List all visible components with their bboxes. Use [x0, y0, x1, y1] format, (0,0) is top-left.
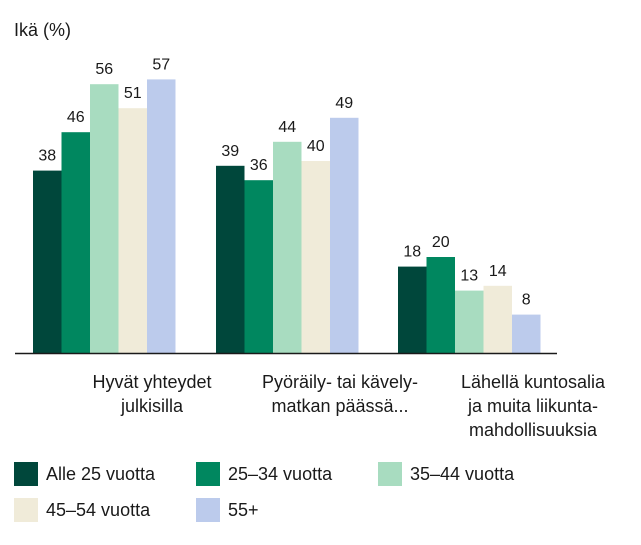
legend-label: 55+	[228, 499, 259, 520]
category-label-3: Lähellä kuntosalia ja muita liikunta-mahd…	[461, 372, 606, 440]
bar-1-2	[61, 132, 90, 353]
data-label-3-4: 14	[489, 263, 507, 280]
data-label-3-3: 13	[460, 268, 478, 285]
data-label-2-2: 36	[250, 157, 268, 174]
data-label-2-4: 40	[307, 138, 325, 155]
legend-swatch	[196, 462, 220, 486]
bar-1-4	[118, 108, 147, 353]
data-label-1-5: 57	[152, 56, 170, 73]
bar-3-3	[455, 290, 484, 353]
legend-label: 25–34 vuotta	[228, 463, 333, 484]
legend-item-3: 35–44 vuotta	[378, 462, 514, 486]
data-label-1-4: 51	[124, 85, 142, 102]
legend-item-5: 55+	[196, 498, 259, 522]
bar-1-3	[90, 84, 119, 353]
data-label-3-2: 20	[432, 234, 450, 251]
bar-2-1	[216, 165, 245, 353]
y-axis-label: Ikä (%)	[14, 20, 71, 40]
legend-swatch	[378, 462, 402, 486]
data-label-2-5: 49	[335, 95, 353, 112]
category-label-2: Pyöräily- tai kävely-matkan päässä...	[262, 372, 418, 416]
legend-item-1: Alle 25 vuotta	[14, 462, 155, 486]
bar-3-1	[398, 266, 427, 353]
data-label-1-3: 56	[95, 61, 113, 78]
legend-item-4: 45–54 vuotta	[14, 498, 150, 522]
bar-1-1	[33, 170, 62, 353]
bar-2-3	[273, 141, 302, 353]
bar-3-4	[483, 285, 512, 353]
chart: Ikä (%) 38 46 56 51 57 Hyvät yhteydet julkisill…	[14, 20, 606, 440]
legend-item-2: 25–34 vuotta	[196, 462, 332, 486]
bar-2-2	[244, 180, 273, 353]
legend-label: 35–44 vuotta	[410, 463, 515, 484]
data-label-2-1: 39	[221, 143, 239, 160]
bar-3-5	[512, 314, 541, 353]
bar-3-2	[426, 257, 455, 353]
bar-2-4	[301, 161, 330, 353]
legend-label: Alle 25 vuotta	[46, 463, 156, 484]
category-label-1: Hyvät yhteydet julkisilla	[92, 372, 211, 416]
legend-swatch	[14, 462, 38, 486]
data-label-3-5: 8	[522, 292, 531, 309]
bar-1-5	[147, 79, 176, 354]
data-label-3-1: 18	[403, 244, 421, 261]
data-label-1-1: 38	[38, 148, 56, 165]
legend-swatch	[196, 498, 220, 522]
legend-swatch	[14, 498, 38, 522]
data-label-2-3: 44	[278, 119, 296, 136]
legend-label: 45–54 vuotta	[46, 499, 151, 520]
bar-2-5	[330, 117, 359, 353]
data-label-1-2: 46	[67, 109, 85, 126]
